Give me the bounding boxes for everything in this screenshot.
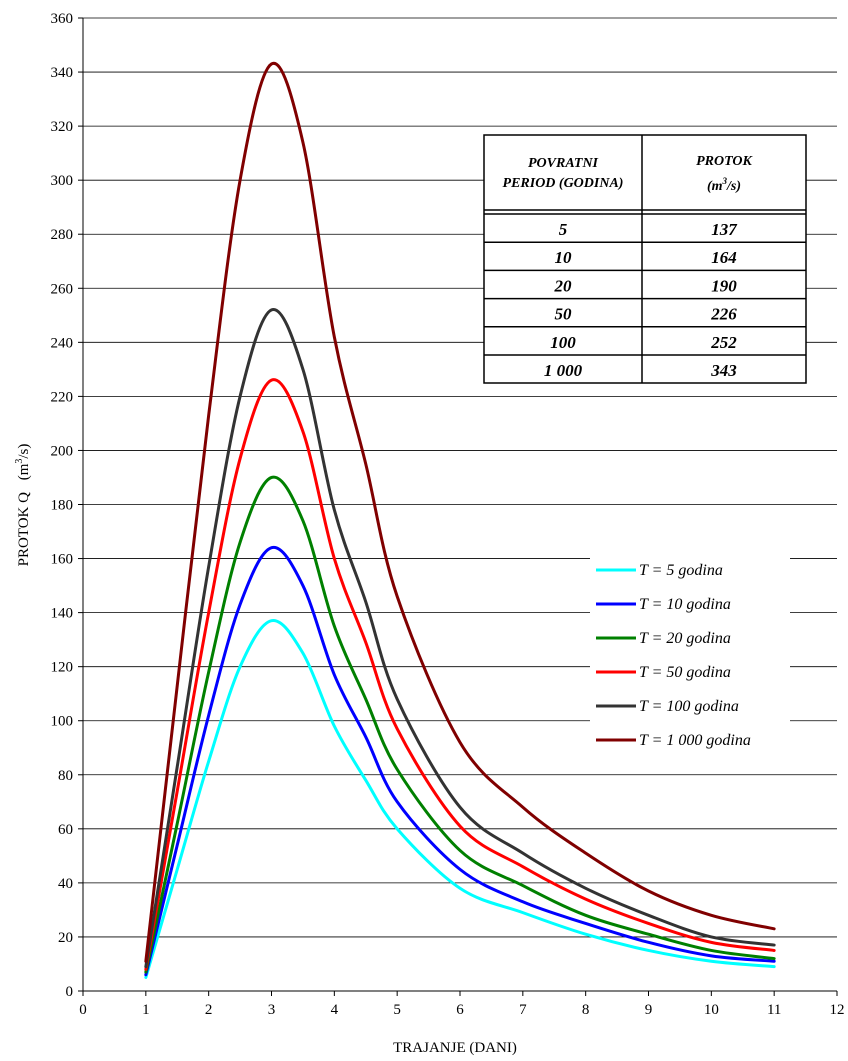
y-tick-label: 60 — [58, 822, 73, 838]
y-tick-label: 360 — [51, 11, 74, 27]
y-axis-title-text: PROTOK Q — [16, 492, 32, 566]
table-header-period-line2: PERIOD (GODINA) — [503, 176, 624, 191]
x-tick-label: 12 — [830, 1002, 845, 1018]
return-period-table: POVRATNI PERIOD (GODINA) PROTOK (m3/s) 5… — [483, 134, 807, 384]
table-cell-flow: 190 — [711, 276, 737, 295]
y-tick-label: 340 — [51, 65, 74, 81]
legend-background — [590, 545, 790, 755]
series-line-1 — [144, 546, 776, 977]
legend-label-5: T = 1 000 godina — [639, 732, 751, 749]
series-line-3 — [144, 378, 776, 971]
table-cell-flow: 252 — [710, 333, 737, 352]
y-tick-label: 180 — [51, 498, 74, 514]
y-tick-label: 200 — [51, 443, 74, 459]
table-cell-period: 10 — [555, 248, 573, 267]
x-tick-label: 4 — [331, 1002, 339, 1018]
table-cell-period: 50 — [555, 305, 573, 324]
series-line-0 — [144, 619, 776, 979]
table-cell-flow: 226 — [710, 305, 737, 324]
x-tick-labels: 0 1 2 3 4 5 6 7 8 9 10 11 12 — [79, 991, 845, 1018]
x-tick-label: 3 — [268, 1002, 276, 1018]
table-cell-flow: 343 — [710, 361, 737, 380]
legend-label-2: T = 20 godina — [639, 630, 731, 647]
legend: T = 5 godina T = 10 godina T = 20 godina T … — [590, 545, 790, 755]
table-header-flow-unit: (m3/s) — [707, 176, 741, 194]
y-tick-label: 120 — [51, 660, 74, 676]
y-tick-label: 240 — [51, 335, 74, 351]
table-unit-end: /s) — [726, 179, 741, 194]
y-tick-label: 300 — [51, 173, 74, 189]
x-tick-label: 6 — [456, 1002, 464, 1018]
y-tick-label: 160 — [51, 552, 74, 568]
x-axis-title: TRAJANJE (DANI) — [393, 1040, 517, 1056]
table-border — [483, 134, 807, 384]
table-cell-period: 100 — [550, 333, 576, 352]
series-line-4 — [144, 308, 776, 969]
table-cell-period: 20 — [554, 276, 573, 295]
y-tick-label: 40 — [58, 876, 73, 892]
x-tick-label: 11 — [767, 1002, 781, 1018]
y-tick-label: 20 — [58, 930, 73, 946]
x-tick-label: 5 — [393, 1002, 401, 1018]
series-line-2 — [144, 475, 776, 974]
y-tick-label: 260 — [51, 281, 74, 297]
legend-label-4: T = 100 godina — [639, 698, 739, 715]
legend-label-3: T = 50 godina — [639, 664, 731, 681]
series-lines — [144, 61, 776, 979]
y-tick-label: 80 — [58, 768, 73, 784]
legend-label-0: T = 5 godina — [639, 562, 723, 579]
x-tick-label: 0 — [79, 1002, 87, 1018]
table-rows: 5 137 10 164 20 190 50 226 100 252 1 000 343 — [484, 220, 806, 380]
table-cell-period: 5 — [559, 220, 568, 239]
x-tick-label: 1 — [142, 1002, 150, 1018]
y-tick-label: 140 — [51, 606, 74, 622]
y-tick-label: 100 — [51, 714, 74, 730]
table-unit-sup: 3 — [722, 176, 728, 186]
x-tick-label: 9 — [645, 1002, 653, 1018]
x-tick-label: 8 — [582, 1002, 590, 1018]
table-cell-flow: 137 — [711, 220, 738, 239]
y-axis-title: PROTOK Q (m3/s) — [14, 444, 32, 567]
y-tick-label: 280 — [51, 227, 74, 243]
y-axis-unit: (m — [16, 463, 32, 480]
table-cell-period: 1 000 — [544, 361, 583, 380]
x-tick-label: 2 — [205, 1002, 213, 1018]
table-cell-flow: 164 — [711, 248, 737, 267]
series-line-5 — [144, 61, 776, 963]
legend-label-1: T = 10 godina — [639, 596, 731, 613]
table-header-period-line1: POVRATNI — [528, 156, 599, 171]
x-tick-label: 10 — [704, 1002, 719, 1018]
x-tick-label: 7 — [519, 1002, 527, 1018]
y-axis-unit-end: /s) — [16, 444, 32, 459]
table-header-flow: PROTOK — [696, 154, 753, 169]
y-tick-label: 0 — [66, 984, 74, 1000]
y-tick-label: 320 — [51, 119, 74, 135]
y-tick-label: 220 — [51, 389, 74, 405]
table-unit-base: (m — [707, 179, 723, 194]
y-tick-labels: 0 20 40 60 80 100 120 140 160 180 200 220 240 260 280 3… — [51, 11, 83, 1000]
y-axis-unit-sup: 3 — [14, 459, 25, 464]
